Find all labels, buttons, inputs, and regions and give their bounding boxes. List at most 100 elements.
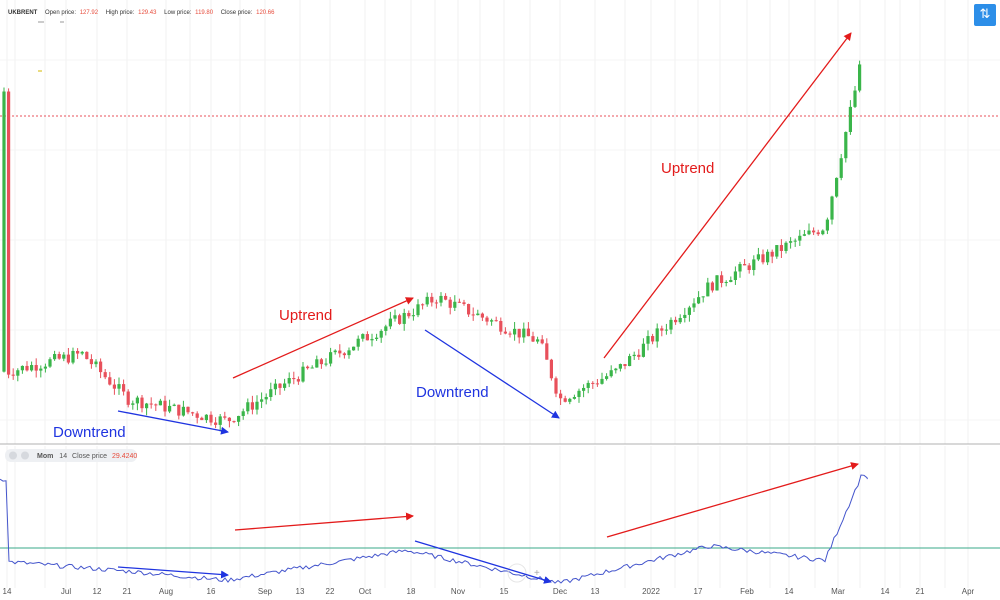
candle — [89, 354, 93, 369]
candle — [214, 417, 218, 429]
candle-body — [513, 328, 517, 335]
candle — [522, 322, 526, 343]
candle — [618, 363, 622, 372]
candle — [57, 351, 61, 360]
candle-body — [365, 334, 369, 341]
candle — [172, 403, 176, 407]
candle-body — [687, 307, 691, 315]
candle-body — [444, 295, 448, 300]
candle — [310, 365, 314, 369]
x-tick-label: Dec — [553, 587, 567, 596]
candle-body — [766, 251, 770, 263]
candle — [163, 395, 167, 417]
candle — [384, 324, 388, 336]
close-label: Close price: — [221, 10, 253, 16]
candle-body — [706, 282, 710, 297]
candle — [324, 358, 328, 367]
candle — [517, 328, 521, 344]
candle — [425, 292, 429, 307]
low-label: Low price: — [164, 10, 192, 16]
candle-body — [411, 315, 415, 317]
mom-downtrend-arrow-1 — [117, 566, 229, 579]
swap-arrows-icon[interactable]: ⇅ — [974, 4, 996, 26]
candle-body — [398, 315, 402, 324]
candle-body — [747, 265, 751, 271]
candle — [112, 379, 116, 395]
candle-body — [421, 304, 425, 306]
candle — [448, 296, 452, 315]
candle-body — [296, 379, 300, 382]
settings-icon[interactable] — [21, 451, 29, 460]
candle-body — [738, 264, 742, 272]
candle-body — [260, 399, 264, 402]
candle — [628, 353, 632, 367]
candle-body — [526, 328, 530, 337]
candle — [352, 346, 356, 351]
candle — [462, 299, 466, 306]
candle-body — [158, 400, 162, 406]
candle — [411, 308, 415, 321]
x-tick-label: 22 — [326, 587, 335, 596]
candle — [434, 299, 438, 309]
candle — [223, 411, 227, 420]
candle-body — [416, 304, 420, 316]
x-tick-label: Mar — [831, 587, 845, 596]
candle-body — [310, 367, 314, 369]
candle — [177, 404, 181, 420]
candle-body — [825, 219, 829, 231]
candle-body — [531, 336, 535, 342]
candle-body — [434, 302, 438, 304]
candle — [678, 314, 682, 324]
candle — [292, 371, 296, 385]
candle — [402, 308, 406, 331]
candle-body — [34, 365, 38, 371]
candle — [315, 355, 319, 368]
candle — [361, 333, 365, 342]
x-tick-label: 18 — [407, 587, 416, 596]
candle — [591, 381, 595, 389]
candle-body — [347, 350, 351, 356]
candle — [503, 327, 507, 335]
candle-body — [145, 403, 149, 409]
candle-body — [103, 372, 107, 378]
candle-body — [94, 361, 98, 365]
candle — [232, 420, 236, 424]
candle — [812, 227, 816, 236]
candle-body — [807, 230, 811, 235]
candle-body — [214, 422, 218, 425]
candle — [126, 389, 130, 408]
crosshair-hint-circle — [507, 563, 527, 583]
candle-body — [789, 241, 793, 243]
candle — [365, 331, 369, 341]
candle-body — [154, 404, 158, 406]
candle-body — [853, 90, 857, 107]
downtrend-arrow-2 — [424, 329, 560, 419]
close-icon[interactable] — [9, 451, 17, 460]
candle — [802, 230, 806, 237]
candle-body — [733, 271, 737, 280]
candle-body — [255, 401, 259, 410]
x-tick-label: 14 — [785, 587, 794, 596]
candle-body — [830, 196, 834, 220]
candle — [356, 335, 360, 351]
candle-body — [678, 317, 682, 323]
candle-body — [605, 376, 609, 379]
candle — [62, 352, 66, 362]
candle-body — [554, 378, 558, 394]
high-value: 129.43 — [138, 10, 157, 16]
candle — [66, 348, 70, 365]
candle — [595, 378, 599, 387]
candle-body — [342, 353, 346, 356]
candle — [536, 336, 540, 344]
candle — [830, 195, 834, 225]
candle-body — [80, 351, 84, 354]
candle — [747, 263, 751, 274]
candle-body — [85, 351, 89, 360]
candle — [600, 372, 604, 385]
candle-body — [122, 384, 126, 392]
x-tick-label: Apr — [962, 587, 975, 596]
candle — [375, 333, 379, 341]
candle-body — [770, 251, 774, 257]
candle — [131, 400, 135, 410]
